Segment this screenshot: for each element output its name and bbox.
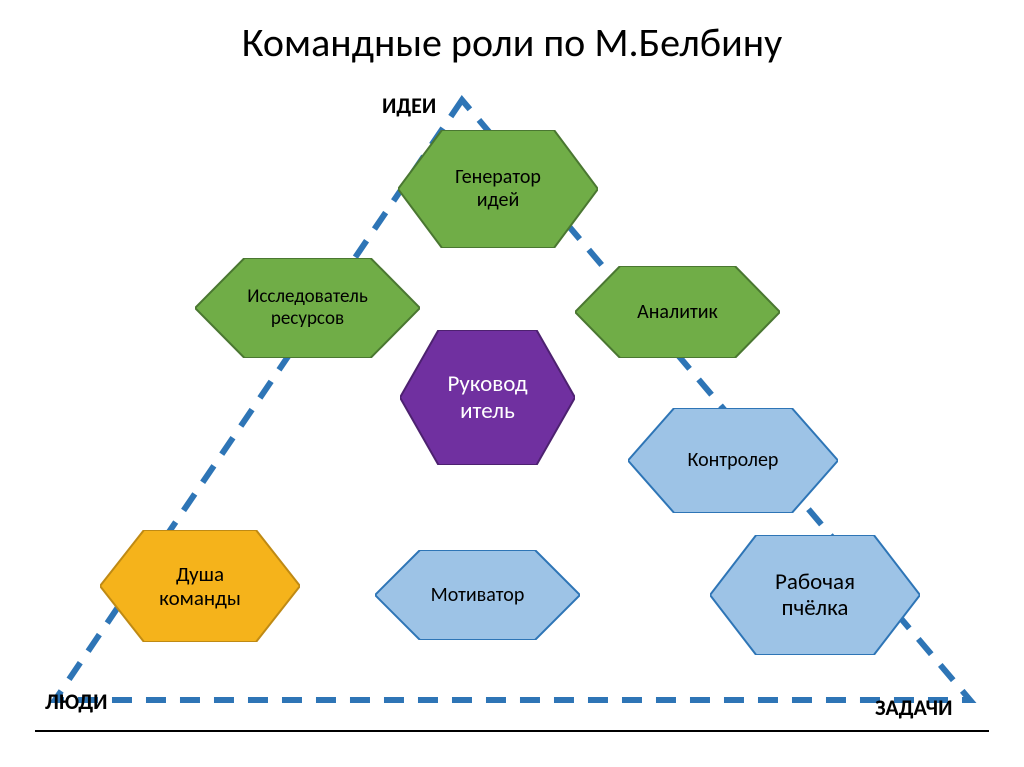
role-hex-controller: Контролер [628, 408, 838, 513]
role-hex-leader: Руковод итель [400, 330, 575, 465]
vertex-label: ЛЮДИ [45, 688, 108, 715]
role-label: Аналитик [629, 301, 726, 324]
role-hex-soul: Душа команды [100, 530, 300, 642]
role-label: Душа команды [151, 562, 249, 610]
role-label: Мотиватор [423, 584, 533, 607]
role-label: Рабочая пчёлка [767, 569, 863, 622]
vertex-label: ЗАДАЧИ [875, 694, 952, 721]
role-label: Генератор идей [447, 166, 549, 212]
vertex-label: ИДЕИ [382, 92, 436, 119]
role-label: Контролер [680, 449, 787, 472]
role-hex-analyst: Аналитик [575, 266, 780, 358]
role-hex-resource: Исследователь ресурсов [195, 258, 420, 358]
role-hex-plant: Генератор идей [398, 130, 598, 248]
role-label: Руковод итель [439, 371, 535, 424]
role-hex-worker: Рабочая пчёлка [710, 535, 920, 655]
slide-title: Командные роли по М.Белбину [0, 18, 1024, 67]
role-hex-motivator: Мотиватор [375, 550, 580, 640]
role-label: Исследователь ресурсов [239, 286, 376, 330]
bottom-rule [35, 730, 989, 732]
